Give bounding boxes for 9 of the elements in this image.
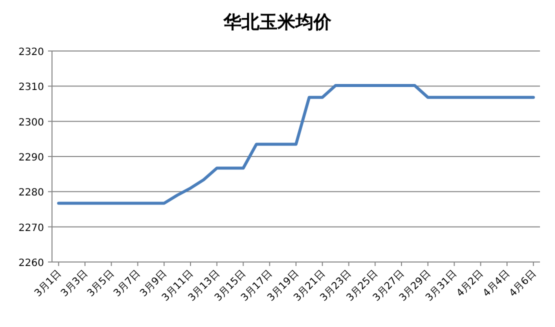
y-tick-label: 2280 xyxy=(18,188,44,199)
line-series xyxy=(57,84,535,205)
y-tick-label: 2300 xyxy=(18,117,44,128)
y-tick-label: 2310 xyxy=(18,82,44,94)
chart-title: 华北玉米均价 xyxy=(222,12,332,33)
y-tick-label: 2290 xyxy=(18,152,44,164)
y-tick-label: 2260 xyxy=(18,258,44,269)
y-tick-label: 2320 xyxy=(18,47,44,58)
y-tick-label: 2270 xyxy=(18,222,44,234)
